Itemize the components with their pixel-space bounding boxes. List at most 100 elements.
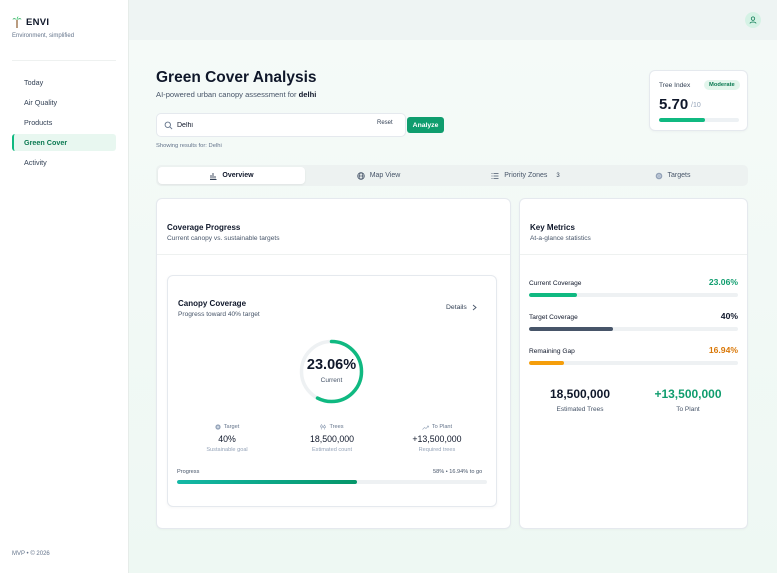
stat-value: 40% — [218, 434, 236, 444]
key-metrics-title: Key Metrics — [530, 223, 575, 232]
subtitle-prefix: AI-powered urban canopy assessment for — [156, 90, 299, 99]
brand[interactable]: ENVI — [12, 16, 49, 28]
tree-index-bar — [659, 118, 739, 122]
tab-label: Overview — [222, 172, 254, 179]
metric-value: 16.94% — [708, 345, 738, 355]
sidebar-item-today[interactable]: Today — [24, 78, 44, 87]
stat-head: Trees — [287, 424, 377, 430]
tree-index-card: Tree Index Moderate 5.70 /10 — [649, 70, 748, 131]
tab-label: Targets — [667, 172, 691, 179]
tree-index-fill — [659, 118, 705, 122]
to-plant-stat: +13,500,000 To Plant — [638, 387, 738, 413]
card-divider — [520, 254, 747, 255]
ring-label: Current — [320, 377, 343, 384]
metric-current-coverage: Current Coverage 23.06% — [529, 277, 738, 297]
sidebar-divider — [12, 60, 116, 61]
tab-targets[interactable]: Targets — [599, 167, 746, 184]
tab-overview[interactable]: Overview — [158, 167, 305, 184]
metric-remaining-gap: Remaining Gap 16.94% — [529, 345, 738, 365]
sidebar: ENVI Environment, simplified Today Air Q… — [0, 0, 129, 573]
coverage-ring — [299, 339, 364, 404]
card-divider — [157, 254, 510, 255]
search-input[interactable] — [177, 118, 337, 133]
metric-value: 40% — [720, 311, 738, 321]
brand-tagline: Environment, simplified — [12, 33, 75, 39]
metric-bar-fill — [529, 361, 565, 365]
stat-value: 18,500,000 — [309, 434, 355, 444]
progress-summary: 58% • 16.94% to go — [433, 469, 483, 475]
brand-name: ENVI — [26, 16, 50, 28]
sidebar-item-green-cover[interactable]: Green Cover — [12, 134, 116, 151]
user-icon — [749, 16, 757, 24]
showing-results-text: Showing results for: Delhi — [156, 143, 222, 149]
tree-index-label: Tree Index — [659, 82, 691, 89]
metric-bar-fill — [529, 327, 613, 331]
trees-icon — [320, 424, 327, 430]
bar-chart-icon — [210, 172, 217, 180]
priority-zones-count-badge: 3 — [556, 172, 560, 179]
sidebar-item-activity[interactable]: Activity — [24, 158, 47, 167]
search-bar: Reset — [156, 113, 406, 137]
tab-map-view[interactable]: Map View — [305, 167, 452, 184]
sidebar-footer: MVP • © 2026 — [12, 551, 50, 557]
progress-label: Progress — [177, 469, 200, 475]
sidebar-nav: Today Air Quality Products Green Cover A… — [12, 74, 116, 174]
tab-label: Priority Zones — [504, 172, 548, 179]
palm-tree-icon — [12, 16, 22, 28]
details-label: Details — [446, 304, 467, 311]
stat-value: +13,500,000 — [412, 434, 462, 444]
metric-bar — [529, 293, 738, 297]
metric-label: Remaining Gap — [529, 348, 575, 355]
tree-index-max: /10 — [691, 102, 701, 109]
metric-label: Current Coverage — [529, 280, 582, 287]
reset-button[interactable]: Reset — [377, 120, 393, 126]
ring-value: 23.06% — [306, 357, 357, 373]
target-icon — [215, 424, 221, 430]
tree-index-value: 5.70 — [659, 96, 689, 113]
key-metrics-subtitle: At-a-glance statistics — [530, 235, 591, 242]
analyze-button[interactable]: Analyze — [407, 117, 444, 133]
to-plant-label: To Plant — [676, 406, 700, 413]
sidebar-item-air-quality[interactable]: Air Quality — [24, 98, 58, 107]
progress-bar — [177, 480, 487, 484]
tab-bar: Overview Map View Priority Zones 3 Targe… — [156, 165, 748, 186]
stat-head: Target — [182, 424, 272, 430]
estimated-trees-value: 18,500,000 — [549, 387, 611, 401]
tree-index-badge: Moderate — [704, 80, 740, 90]
search-icon — [164, 121, 173, 130]
stat-sub: Required trees — [418, 447, 456, 453]
metric-bar — [529, 327, 738, 331]
globe-icon — [356, 171, 365, 180]
user-menu-button[interactable] — [745, 12, 761, 28]
coverage-card-title: Coverage Progress — [167, 223, 241, 232]
details-link[interactable]: Details — [446, 304, 477, 311]
metric-label: Target Coverage — [529, 314, 578, 321]
stat-to-plant: To Plant +13,500,000 Required trees — [392, 424, 482, 453]
ring-progress-arc — [299, 339, 364, 404]
stat-head: To Plant — [392, 424, 482, 430]
tab-label: Map View — [369, 172, 401, 179]
sidebar-item-products[interactable]: Products — [24, 118, 53, 127]
stat-head-label: To Plant — [431, 424, 453, 430]
stat-trees: Trees 18,500,000 Estimated count — [287, 424, 377, 453]
canopy-subtitle: Progress toward 40% target — [178, 311, 260, 318]
coverage-card-subtitle: Current canopy vs. sustainable targets — [167, 235, 280, 242]
canopy-coverage-card: Canopy Coverage Progress toward 40% targ… — [167, 275, 497, 507]
stat-target: Target 40% Sustainable goal — [182, 424, 272, 453]
progress-bar-fill — [177, 480, 357, 484]
page-subtitle: AI-powered urban canopy assessment for d… — [156, 90, 316, 99]
page-title: Green Cover Analysis — [156, 69, 317, 86]
chevron-right-icon — [472, 304, 477, 311]
metric-bar — [529, 361, 738, 365]
stat-sub: Sustainable goal — [206, 447, 248, 453]
stat-head-label: Target — [223, 424, 240, 430]
subtitle-city: delhi — [298, 90, 317, 99]
tab-priority-zones[interactable]: Priority Zones 3 — [452, 167, 599, 184]
trend-up-icon — [422, 425, 429, 430]
to-plant-value: +13,500,000 — [654, 387, 722, 401]
metric-bar-fill — [529, 293, 578, 297]
list-icon — [491, 172, 499, 179]
metric-value: 23.06% — [708, 277, 738, 287]
estimated-trees-stat: 18,500,000 Estimated Trees — [530, 387, 630, 413]
metric-target-coverage: Target Coverage 40% — [529, 311, 738, 331]
